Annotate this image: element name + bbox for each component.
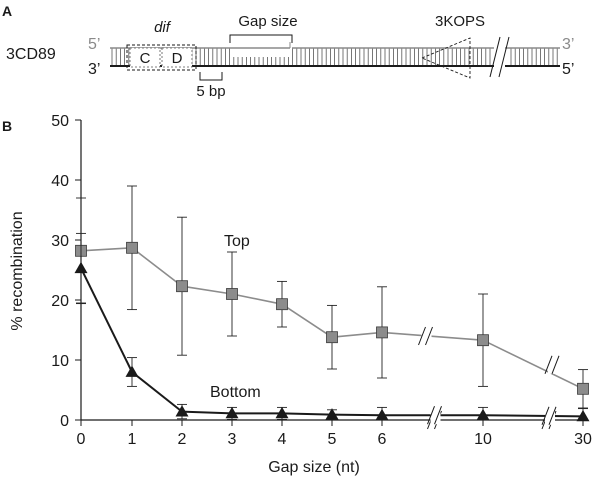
top-strand-3prime-end: 3’ <box>562 36 574 53</box>
construct-name: 3CD89 <box>6 46 56 63</box>
series-line-segment <box>131 247 183 287</box>
panel-a-label: A <box>2 3 12 19</box>
series-line-segment <box>281 303 333 338</box>
data-point-bottom <box>175 405 189 417</box>
data-point-bottom <box>125 365 139 377</box>
top-series-break-mask <box>421 327 432 345</box>
bottom-series-break <box>434 406 442 425</box>
d-site-label: D <box>172 50 183 67</box>
y-axis-title: % recombination <box>9 211 26 330</box>
data-point-bottom <box>74 261 88 274</box>
data-point-top <box>276 298 288 311</box>
data-point-bottom <box>325 408 339 420</box>
y-tick-label: 40 <box>51 173 69 190</box>
series-line-segment <box>381 331 484 341</box>
x-tick-label: 3 <box>228 431 237 448</box>
recombination-chart: B % recombination Gap size (nt) 01020304… <box>2 113 592 476</box>
data-point-bottom <box>375 408 389 421</box>
bottom-strand-3prime-end: 3’ <box>88 61 100 78</box>
x-axis-title: Gap size (nt) <box>268 459 360 476</box>
series-line-segment <box>181 285 233 295</box>
c-site-box <box>129 47 161 68</box>
bottom-strand-5prime-end: 5’ <box>562 61 574 78</box>
data-point-top <box>376 326 388 339</box>
data-point-top <box>477 334 489 347</box>
data-point-bottom <box>476 408 490 421</box>
top-series-break <box>418 326 426 346</box>
series-line-segment <box>131 371 183 413</box>
bottom-series-break-mask <box>430 406 441 425</box>
series-line-segment <box>80 247 133 252</box>
series-line-segment <box>80 267 133 373</box>
y-tick-label: 20 <box>51 293 69 310</box>
series-line-segment <box>231 293 283 305</box>
data-point-top <box>226 288 238 300</box>
scale-label: 5 bp <box>196 83 225 100</box>
chart-axes: 0 10 20 30 40 50 0 1 2 3 4 5 6 10 30 <box>51 113 592 448</box>
construct-break-right <box>498 36 510 78</box>
x-tick-label: 6 <box>378 431 387 448</box>
top-series-break-mask <box>548 355 558 374</box>
data-point-top <box>176 280 188 293</box>
data-point-bottom <box>275 406 289 419</box>
axis-breaks <box>418 326 560 430</box>
x-tick-label: 0 <box>77 431 86 448</box>
x-tick-label: 1 <box>128 431 137 448</box>
y-tick-label: 0 <box>60 413 69 430</box>
gap-size-label: Gap size <box>238 13 297 30</box>
series-line-segment <box>482 339 584 390</box>
chart-series <box>74 185 590 422</box>
kops-label: 3KOPS <box>435 13 485 30</box>
dif-label: dif <box>154 19 172 36</box>
series-line-segment <box>181 410 233 415</box>
series-label-bottom: Bottom <box>210 384 261 401</box>
construct-break-left <box>489 36 501 78</box>
data-point-bottom <box>225 406 239 419</box>
y-tick-label: 30 <box>51 233 69 250</box>
data-point-top <box>326 331 338 344</box>
top-series-break <box>425 326 433 346</box>
dif-site-box <box>126 44 197 71</box>
dna-construct-diagram: A 3CD89 5’ 3’ 3’ 5’ C D dif Gap size 5 b… <box>2 3 574 100</box>
y-tick-label: 50 <box>51 113 69 130</box>
top-strand-5prime-end: 5’ <box>88 36 100 53</box>
data-point-bottom <box>576 409 590 422</box>
series-line-segment <box>482 414 584 418</box>
series-label-top: Top <box>224 233 250 250</box>
data-point-top <box>577 382 589 395</box>
kops-triangle <box>420 37 471 79</box>
x-tick-label: 10 <box>474 431 492 448</box>
y-tick-label: 10 <box>51 353 69 370</box>
c-site-label: C <box>140 50 151 67</box>
series-line-segment <box>331 413 383 417</box>
bottom-series-break <box>541 406 550 425</box>
x-tick-label: 4 <box>278 431 287 448</box>
bottom-series-break-mask <box>545 406 555 425</box>
x-tick-label: 5 <box>328 431 337 448</box>
panel-b-label: B <box>2 118 12 134</box>
top-series-break <box>544 355 553 374</box>
data-point-top <box>126 241 138 254</box>
x-tick-label: 30 <box>574 431 592 448</box>
d-site-box <box>161 47 193 68</box>
series-line-segment <box>281 412 333 416</box>
top-series-break <box>551 355 560 374</box>
construct-break-gap <box>494 38 505 72</box>
bottom-series-break <box>427 406 435 425</box>
gap-size-bracket <box>229 34 293 43</box>
scale-bar <box>199 72 223 81</box>
x-tick-label: 2 <box>178 431 187 448</box>
series-line-segment <box>331 331 383 338</box>
bottom-series-break <box>548 406 557 425</box>
